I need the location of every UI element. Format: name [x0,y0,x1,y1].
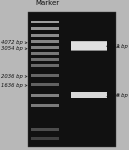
Bar [71,92,107,98]
Bar [71,41,107,50]
Bar [31,27,59,30]
Bar [71,92,107,98]
Bar [31,34,59,37]
Bar [31,21,59,23]
Bar [31,94,59,97]
Bar [71,92,107,98]
Bar [31,74,59,76]
Bar [31,46,59,49]
Text: 2036 bp: 2036 bp [1,74,27,79]
Bar [71,42,107,50]
Bar [31,128,59,130]
Text: Marker: Marker [36,0,60,6]
Bar [31,58,59,61]
Text: 1626 bp: 1626 bp [106,93,128,98]
Bar [28,12,116,147]
Bar [31,64,59,67]
Bar [31,83,59,86]
Bar [71,41,107,51]
Bar [31,137,59,140]
Text: 4243 bp: 4243 bp [106,44,128,49]
Text: 3054 bp: 3054 bp [1,46,27,51]
Text: 1636 bp: 1636 bp [1,83,27,88]
Bar [31,52,59,55]
Text: 4072 bp: 4072 bp [1,40,27,45]
Bar [31,40,59,43]
Bar [31,104,59,106]
